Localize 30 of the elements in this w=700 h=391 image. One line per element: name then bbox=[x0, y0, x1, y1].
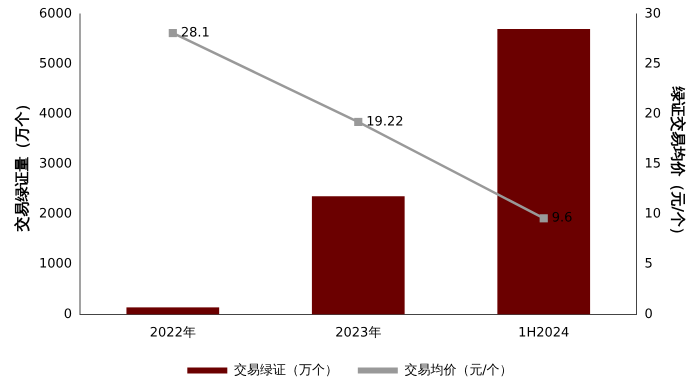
y2-tick-label: 15 bbox=[644, 156, 662, 172]
y2-tick-label: 5 bbox=[644, 256, 653, 272]
point bbox=[540, 214, 548, 222]
y-tick-label: 2000 bbox=[38, 206, 72, 222]
x-tick-label: 2023年 bbox=[335, 326, 382, 341]
bar bbox=[497, 29, 590, 314]
point bbox=[354, 118, 362, 126]
y-tick-label: 3000 bbox=[38, 156, 72, 172]
bar bbox=[312, 196, 405, 314]
y2-tick-label: 30 bbox=[644, 6, 662, 22]
legend-label: 交易均价（元/个） bbox=[404, 362, 513, 378]
point bbox=[168, 28, 177, 38]
y-tick-label: 4000 bbox=[38, 106, 72, 122]
data-label: 19.22 bbox=[366, 114, 404, 130]
y-tick-label: 6000 bbox=[38, 6, 72, 22]
data-label: 9.6 bbox=[552, 210, 572, 226]
y-tick-label: 0 bbox=[64, 306, 72, 322]
y2-tick-label: 25 bbox=[644, 56, 662, 72]
y2-tick-label: 20 bbox=[644, 106, 662, 122]
x-tick-label: 1H2024 bbox=[518, 326, 570, 341]
y2-tick-label: 10 bbox=[644, 206, 662, 222]
legend-label: 交易绿证（万个） bbox=[234, 362, 338, 378]
y-tick-label: 5000 bbox=[38, 56, 72, 72]
y-tick-label: 1000 bbox=[38, 256, 72, 272]
y2-tick-label: 0 bbox=[644, 306, 653, 322]
y-axis-title: 交易绿证量（万个） bbox=[12, 96, 31, 233]
x-tick-label: 2022年 bbox=[150, 326, 196, 341]
bar bbox=[126, 307, 220, 314]
y2-axis-title: 绿证交易均价（元/个） bbox=[669, 85, 688, 242]
data-label: 28.1 bbox=[180, 25, 210, 40]
